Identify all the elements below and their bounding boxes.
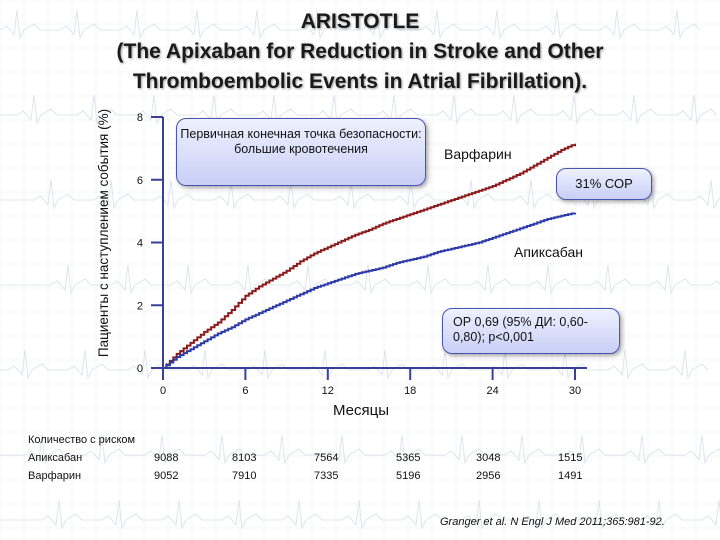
risk-table-header: Количество с риском (28, 434, 136, 446)
series-line-0 (163, 143, 576, 369)
series-line-1 (163, 212, 576, 369)
risk-cell-0-0: 9088 (154, 452, 179, 464)
title-line-3: Thromboembolic Events in Atrial Fibrilla… (132, 70, 588, 93)
warfarin-label: Варфарин (444, 146, 512, 162)
y-tick-label-0: 0 (137, 363, 143, 375)
rrr-box: 31% СОР (556, 168, 652, 200)
x-tick-label-2: 12 (322, 385, 334, 397)
risk-cell-1-0: 9052 (154, 470, 179, 482)
endpoint-box: Первичная конечная точка безопасности: б… (176, 118, 426, 186)
apixaban-label: Апиксабан (514, 244, 584, 260)
risk-cell-0-2: 7564 (314, 452, 339, 464)
x-tick-label-4: 24 (486, 385, 498, 397)
x-tick-label-0: 0 (160, 385, 166, 397)
risk-cell-0-5: 1515 (558, 452, 583, 464)
risk-cell-1-4: 2956 (476, 470, 501, 482)
risk-row-name-0: Апиксабан (28, 452, 83, 464)
citation: Granger et al. N Engl J Med 2011;365:981… (440, 516, 665, 528)
x-axis-label: Месяцы (333, 402, 390, 419)
y-axis-label: Пациенты с наступлением события (%) (96, 108, 111, 358)
title-line-1: ARISTOTLE (300, 10, 420, 33)
x-tick-label-3: 18 (404, 385, 416, 397)
risk-cell-0-3: 5365 (396, 452, 421, 464)
risk-cell-1-5: 1491 (558, 470, 583, 482)
x-tick-label-1: 6 (242, 385, 248, 397)
y-tick-label-4: 8 (137, 112, 143, 124)
y-axis-label-wrap: Пациенты с наступлением события (%) (78, 108, 130, 358)
risk-cell-0-4: 3048 (476, 452, 501, 464)
title-line-2: (The Apixaban for Reduction in Stroke an… (116, 40, 604, 63)
hr-box: ОР 0,69 (95% ДИ: 0,60-0,80); р<0,001 (442, 308, 620, 354)
risk-cell-1-3: 5196 (396, 470, 421, 482)
risk-cell-1-1: 7910 (232, 470, 257, 482)
y-tick-label-1: 2 (137, 300, 143, 312)
risk-row-name-1: Варфарин (28, 470, 82, 482)
y-tick-label-3: 6 (137, 175, 143, 187)
x-tick-label-5: 30 (569, 385, 581, 397)
y-tick-label-2: 4 (137, 238, 143, 250)
risk-cell-1-2: 7335 (314, 470, 339, 482)
risk-cell-0-1: 8103 (232, 452, 257, 464)
